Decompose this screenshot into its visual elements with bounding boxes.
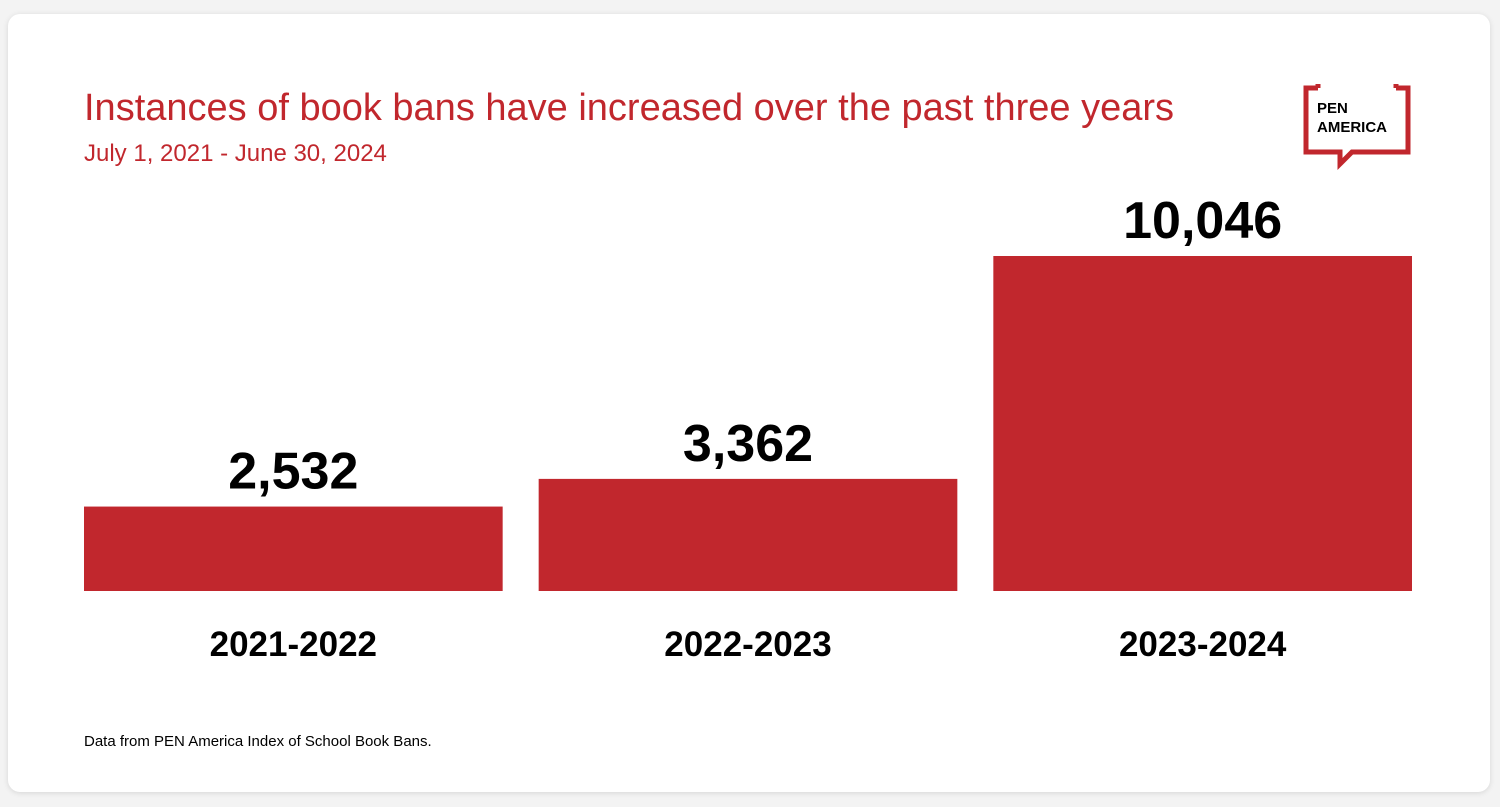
logo-frame (1303, 84, 1411, 171)
bar (993, 256, 1412, 591)
x-tick-label: 2021-2022 (210, 625, 377, 664)
value-label: 10,046 (1123, 192, 1282, 250)
value-label: 2,532 (228, 443, 358, 501)
logo-text: PEN (1317, 100, 1348, 117)
chart-subtitle: July 1, 2021 - June 30, 2024 (84, 140, 387, 167)
logo-text: AMERICA (1317, 119, 1387, 136)
chart-title: Instances of book bans have increased ov… (84, 87, 1174, 129)
bar (84, 506, 503, 591)
logo: PEN AMERICA (1303, 84, 1411, 171)
value-label: 3,362 (683, 415, 813, 473)
bar (538, 478, 958, 591)
x-tick-label: 2023-2024 (1119, 625, 1287, 664)
x-tick-label: 2022-2023 (664, 625, 831, 664)
source-note: Data from PEN America Index of School Bo… (84, 733, 432, 750)
